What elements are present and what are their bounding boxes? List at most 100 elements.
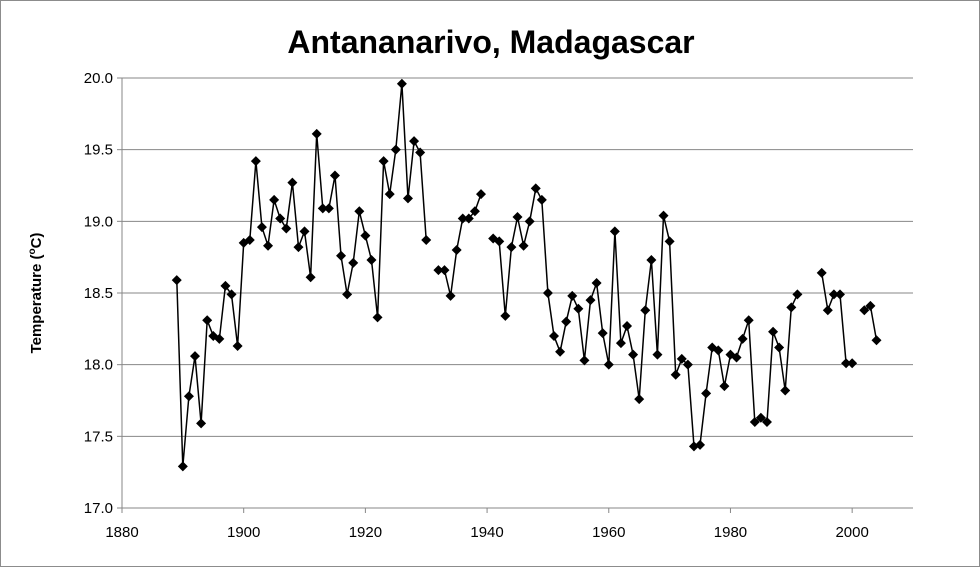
- y-tick-label: 19.5: [84, 142, 113, 159]
- series-line: [176, 83, 427, 467]
- data-point: [670, 369, 681, 380]
- data-point: [232, 341, 243, 352]
- data-point: [457, 213, 468, 224]
- series-line: [492, 186, 799, 448]
- data-point: [342, 289, 353, 300]
- data-point: [415, 147, 426, 158]
- data-point: [573, 303, 584, 314]
- y-tick-label: 20.0: [84, 70, 113, 87]
- data-point: [275, 213, 286, 224]
- y-tick-label: 18.5: [84, 285, 113, 302]
- data-point: [311, 128, 322, 139]
- data-point: [329, 170, 340, 181]
- data-point: [500, 310, 511, 321]
- data-point: [780, 385, 791, 396]
- data-point: [652, 349, 663, 360]
- data-point: [816, 267, 827, 278]
- x-axis-ticks: 1880 1900 1920 1940 1960 1980 2000: [105, 508, 869, 541]
- y-axis-ticks: 17.0 17.5 18.0 18.5 19.0 19.5 20.0: [84, 70, 122, 517]
- data-point: [469, 206, 480, 217]
- data-point: [390, 144, 401, 155]
- y-tick-label: 17.0: [84, 500, 113, 517]
- data-point: [183, 391, 194, 402]
- data-point: [177, 461, 188, 472]
- data-point: [190, 351, 201, 362]
- data-point: [719, 381, 730, 392]
- y-axis-label: Temperature (oC): [27, 233, 45, 354]
- data-point: [597, 328, 608, 339]
- data-point: [263, 240, 274, 251]
- x-tick-label: 1900: [227, 524, 260, 541]
- data-point: [451, 245, 462, 255]
- data-point: [396, 78, 407, 89]
- data-point: [360, 230, 371, 241]
- temperature-series: [171, 78, 882, 472]
- data-point: [354, 206, 365, 217]
- data-point: [439, 265, 450, 276]
- data-point: [305, 272, 316, 283]
- data-point: [384, 189, 395, 200]
- data-point: [834, 289, 845, 300]
- data-point: [646, 255, 657, 266]
- x-tick-label: 1980: [714, 524, 747, 541]
- x-tick-label: 1880: [105, 524, 138, 541]
- data-point: [603, 359, 614, 370]
- data-point: [871, 335, 882, 346]
- data-point: [433, 265, 444, 276]
- data-point: [250, 156, 261, 167]
- data-point: [701, 388, 712, 399]
- y-tick-label: 18.0: [84, 357, 113, 374]
- data-point: [506, 242, 517, 253]
- x-tick-label: 1960: [592, 524, 625, 541]
- data-point: [226, 289, 237, 300]
- data-point: [518, 240, 529, 251]
- data-point: [293, 242, 304, 253]
- x-tick-label: 2000: [835, 524, 868, 541]
- data-point: [847, 358, 858, 369]
- data-point: [634, 394, 645, 405]
- data-point: [682, 359, 693, 370]
- data-point: [737, 333, 748, 344]
- data-point: [749, 417, 760, 427]
- data-point: [494, 236, 505, 247]
- data-point: [524, 216, 535, 227]
- data-point: [287, 177, 298, 188]
- data-point: [841, 358, 852, 369]
- data-point: [561, 316, 572, 327]
- data-point: [536, 194, 547, 205]
- data-point: [743, 315, 754, 326]
- series-line: [820, 272, 853, 364]
- data-point: [567, 290, 578, 301]
- data-point: [366, 255, 377, 266]
- data-point: [269, 194, 280, 205]
- data-point: [658, 210, 669, 221]
- data-point: [664, 236, 675, 247]
- data-point: [214, 333, 225, 344]
- data-point: [323, 203, 334, 214]
- data-point: [445, 290, 456, 301]
- data-point: [865, 300, 876, 311]
- data-point: [348, 257, 359, 268]
- data-point: [591, 277, 602, 288]
- data-point: [755, 412, 766, 423]
- data-point: [555, 346, 566, 357]
- data-point: [859, 305, 870, 316]
- data-point: [220, 280, 231, 291]
- data-point: [463, 213, 474, 224]
- data-point: [530, 183, 541, 194]
- x-tick-label: 1920: [349, 524, 382, 541]
- data-point: [786, 302, 797, 313]
- data-point: [299, 226, 310, 237]
- data-point: [822, 305, 833, 316]
- y-tick-label: 19.0: [84, 213, 113, 230]
- data-point: [774, 342, 785, 353]
- data-point: [695, 439, 706, 450]
- data-point: [409, 136, 420, 147]
- data-point: [421, 234, 432, 245]
- data-point: [792, 289, 803, 300]
- data-point: [549, 331, 560, 341]
- data-point: [281, 223, 292, 234]
- data-point: [828, 289, 839, 300]
